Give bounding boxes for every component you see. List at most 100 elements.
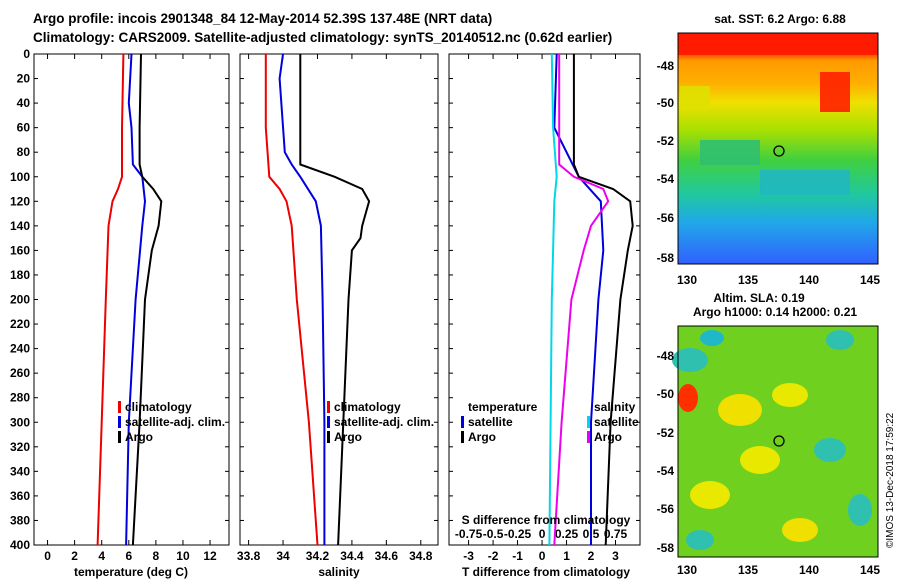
sla-patch — [690, 481, 730, 509]
series-line-argo — [299, 54, 371, 546]
salinity-legend: climatology satellite-adj. clim. Argo — [327, 400, 434, 444]
sst-patch — [680, 86, 710, 106]
sla-patch — [672, 348, 708, 372]
series-line-satellite-adj-clim- — [278, 53, 326, 545]
legend-s-argo: Argo — [594, 430, 622, 444]
x-tick-label: 34.2 — [306, 549, 330, 563]
lon-tick: 130 — [677, 563, 697, 577]
sla-patch — [782, 518, 818, 542]
x-tick-label: 34.6 — [375, 549, 399, 563]
sst-map-texture — [678, 33, 878, 195]
sla-patch — [814, 438, 846, 462]
difference-axes-frame — [448, 53, 641, 546]
sst-patch — [760, 170, 850, 195]
series-line-argo — [131, 53, 163, 546]
credit-text: ©IMOS 13-Dec-2018 17:59:22 — [885, 412, 896, 548]
s-diff-tick-label: 0.25 — [555, 527, 579, 541]
sla-map-frame — [677, 325, 879, 558]
sst-lon-ticks: 130 135 140 145 — [677, 273, 880, 287]
legend-t-argo: Argo — [468, 430, 496, 444]
sla-patch — [718, 394, 762, 426]
legend-swatch-t-argo — [461, 431, 464, 443]
depth-axis: 0 20 40 60 80 100 120 140 160 180 200 220 240 260 280 3… — [10, 47, 640, 552]
lon-tick: 140 — [799, 563, 819, 577]
sst-warm-patch — [820, 72, 850, 112]
legend-satellite-adj: satellite-adj. clim. — [125, 415, 225, 429]
difference-legend-temperature: temperature satellite Argo — [461, 400, 538, 444]
legend-argo: Argo — [334, 430, 362, 444]
series-line-climatology — [264, 54, 319, 546]
argo-float-marker — [773, 145, 785, 157]
legend-swatch-argo — [327, 431, 330, 443]
difference-top-title: S difference from climatology — [462, 513, 631, 527]
depth-tick-label: 400 — [10, 538, 30, 552]
lat-tick: -52 — [657, 426, 675, 440]
lat-tick: -48 — [657, 349, 675, 363]
legend-s-satellite: satellite — [594, 415, 639, 429]
temperature-xlabel: temperature (deg C) — [74, 565, 188, 579]
depth-tick-label: 320 — [10, 440, 30, 454]
depth-tick-label: 240 — [10, 342, 30, 356]
x-tick-label: 0 — [44, 549, 51, 563]
sla-patch — [772, 383, 808, 407]
sst-patch — [700, 140, 760, 165]
sla-lat-ticks: -48 -50 -52 -54 -56 -58 — [657, 349, 675, 555]
sla-patch — [740, 446, 780, 474]
depth-tick-label: 120 — [10, 194, 30, 208]
legend-climatology: climatology — [125, 400, 192, 414]
s-diff-tick-label: 0.75 — [604, 527, 628, 541]
x-tick-label: 2 — [588, 549, 595, 563]
salinity-axes-frame — [239, 53, 439, 546]
sst-band — [678, 33, 878, 55]
legend-swatch-climatology — [118, 401, 121, 413]
sst-lat-ticks: -48 -50 -52 -54 -56 -58 — [657, 59, 675, 265]
sla-map-title-2: Argo h1000: 0.14 h2000: 0.21 — [693, 305, 857, 319]
depth-tick-label: 160 — [10, 243, 30, 257]
difference-xlabel: T difference from climatology — [462, 565, 630, 579]
lat-tick: -52 — [657, 134, 675, 148]
lon-tick: 140 — [799, 273, 819, 287]
sla-patch — [826, 330, 854, 350]
depth-tick-label: 360 — [10, 489, 30, 503]
sla-patch — [848, 494, 872, 526]
legend-temperature-title: temperature — [468, 400, 538, 414]
x-tick-label: 6 — [125, 549, 132, 563]
x-tick-label: -1 — [512, 549, 523, 563]
series-line-t-argo — [572, 54, 634, 546]
lon-tick: 135 — [738, 273, 758, 287]
sla-map-field — [678, 326, 878, 557]
x-tick-label: 1 — [563, 549, 570, 563]
lat-tick: -54 — [657, 464, 675, 478]
s-diff-tick-label: 0 — [539, 527, 546, 541]
legend-climatology: climatology — [334, 400, 401, 414]
lat-tick: -50 — [657, 96, 675, 110]
x-tick-label: 10 — [176, 549, 190, 563]
x-tick-label: 33.8 — [237, 549, 261, 563]
legend-swatch-t-satellite — [461, 416, 464, 428]
series-line-t-satellite — [553, 53, 605, 545]
depth-tick-label: 100 — [10, 170, 30, 184]
x-tick-label: 34.8 — [409, 549, 433, 563]
lon-tick: 130 — [677, 273, 697, 287]
depth-tick-label: 60 — [17, 121, 31, 135]
sst-map-title: sat. SST: 6.2 Argo: 6.88 — [714, 12, 846, 26]
x-tick-label: 12 — [203, 549, 217, 563]
depth-tick-label: 340 — [10, 464, 30, 478]
lat-tick: -58 — [657, 251, 675, 265]
lat-tick: -48 — [657, 59, 675, 73]
depth-tick-label: 300 — [10, 415, 30, 429]
x-tick-label: 4 — [98, 549, 105, 563]
legend-swatch-s-satellite — [587, 416, 590, 428]
sla-map-title-1: Altim. SLA: 0.19 — [713, 291, 805, 305]
lat-tick: -50 — [657, 387, 675, 401]
legend-swatch-climatology — [327, 401, 330, 413]
legend-argo: Argo — [125, 430, 153, 444]
lat-tick: -56 — [657, 211, 675, 225]
legend-swatch-satellite — [327, 416, 330, 428]
legend-swatch-s-argo — [587, 431, 590, 443]
x-tick-label: -2 — [488, 549, 499, 563]
x-tick-label: 0 — [539, 549, 546, 563]
legend-swatch-satellite — [118, 416, 121, 428]
x-tick-label: 8 — [153, 549, 160, 563]
